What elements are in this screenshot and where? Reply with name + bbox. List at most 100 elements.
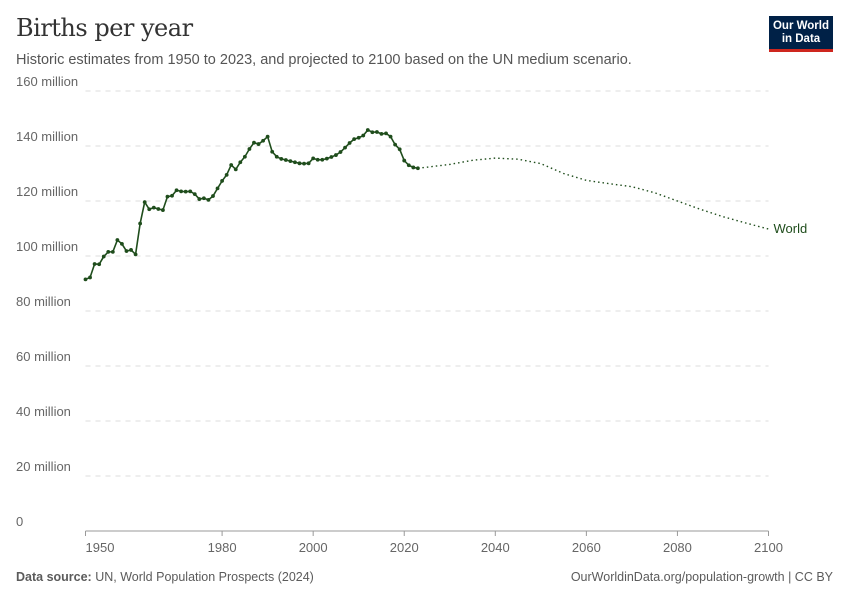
data-point bbox=[247, 147, 252, 151]
data-point bbox=[88, 275, 92, 280]
data-point bbox=[329, 155, 334, 159]
x-tick-label: 1980 bbox=[208, 540, 237, 555]
data-point bbox=[133, 252, 138, 257]
data-point bbox=[197, 197, 202, 201]
series-line-projection bbox=[417, 157, 769, 230]
data-point bbox=[297, 161, 302, 166]
data-point bbox=[151, 205, 156, 210]
y-tick-label: 20 million bbox=[16, 459, 71, 474]
chart-title: Births per year bbox=[16, 14, 193, 42]
data-point bbox=[174, 188, 179, 193]
data-point bbox=[147, 207, 152, 212]
data-point bbox=[97, 262, 102, 267]
data-point bbox=[411, 165, 416, 170]
data-point bbox=[124, 249, 129, 253]
data-point bbox=[334, 153, 338, 157]
data-point bbox=[106, 249, 111, 254]
y-tick-label: 80 million bbox=[16, 294, 71, 309]
data-point bbox=[192, 192, 197, 197]
series-label-world: World bbox=[774, 221, 808, 236]
data-point bbox=[347, 141, 352, 145]
data-point bbox=[129, 248, 133, 252]
data-point bbox=[379, 132, 384, 136]
data-point bbox=[261, 138, 265, 143]
data-point bbox=[402, 158, 407, 163]
data-point bbox=[288, 159, 293, 164]
data-point bbox=[311, 156, 316, 161]
logo-line1: Our World bbox=[772, 20, 829, 32]
data-point bbox=[343, 145, 347, 150]
data-point bbox=[324, 156, 329, 161]
data-point bbox=[302, 161, 306, 166]
data-point bbox=[397, 147, 402, 152]
data-point bbox=[138, 221, 143, 226]
data-point bbox=[215, 186, 220, 191]
data-point bbox=[365, 128, 370, 132]
data-point bbox=[115, 238, 120, 242]
x-tick-label: 2060 bbox=[572, 540, 601, 555]
data-point bbox=[233, 167, 238, 172]
data-point bbox=[83, 277, 88, 282]
x-tick-label: 2080 bbox=[663, 540, 692, 555]
data-point bbox=[356, 135, 361, 140]
x-tick-label: 2020 bbox=[390, 540, 419, 555]
data-point bbox=[242, 154, 247, 159]
data-point bbox=[370, 130, 375, 135]
data-point bbox=[224, 172, 229, 177]
owid-logo[interactable]: Our World in Data bbox=[769, 16, 833, 52]
data-point bbox=[211, 194, 215, 198]
data-point bbox=[142, 200, 147, 205]
series-line-historic bbox=[85, 129, 419, 281]
x-tick-label: 1950 bbox=[86, 540, 115, 555]
data-point bbox=[279, 157, 284, 161]
data-point bbox=[388, 134, 393, 139]
y-tick-label: 160 million bbox=[16, 74, 78, 89]
data-point bbox=[306, 161, 311, 166]
data-point bbox=[320, 157, 325, 162]
x-tick-label: 2100 bbox=[754, 540, 783, 555]
data-source: Data source: UN, World Population Prospe… bbox=[16, 570, 314, 584]
source-label: Data source: bbox=[16, 570, 92, 584]
data-point bbox=[206, 198, 211, 202]
data-point bbox=[352, 137, 357, 142]
data-point bbox=[170, 193, 174, 198]
data-point bbox=[406, 163, 411, 168]
data-point bbox=[161, 208, 165, 212]
data-point bbox=[384, 131, 388, 136]
y-tick-label: 0 bbox=[16, 514, 23, 529]
data-point bbox=[238, 160, 243, 165]
chart-subtitle: Historic estimates from 1950 to 2023, an… bbox=[16, 52, 632, 68]
data-point bbox=[220, 179, 225, 183]
data-point bbox=[183, 189, 188, 194]
data-point bbox=[179, 189, 184, 194]
data-point bbox=[92, 262, 97, 266]
y-tick-label: 60 million bbox=[16, 349, 71, 364]
x-tick-label: 2000 bbox=[299, 540, 328, 555]
data-point bbox=[256, 142, 261, 146]
data-point bbox=[393, 142, 398, 147]
data-point bbox=[274, 154, 279, 159]
data-point bbox=[361, 133, 366, 138]
data-point bbox=[165, 194, 170, 199]
data-point bbox=[120, 242, 124, 246]
y-tick-label: 120 million bbox=[16, 184, 78, 199]
data-point bbox=[293, 160, 297, 165]
data-point bbox=[229, 163, 234, 167]
source-link[interactable]: OurWorldinData.org/population-growth | C… bbox=[570, 570, 833, 584]
y-tick-label: 140 million bbox=[16, 129, 78, 144]
data-point bbox=[201, 196, 206, 201]
y-tick-label: 40 million bbox=[16, 404, 71, 419]
data-point bbox=[338, 150, 343, 154]
data-point bbox=[265, 134, 270, 139]
data-point bbox=[101, 254, 106, 259]
y-tick-label: 100 million bbox=[16, 239, 78, 254]
data-point bbox=[252, 140, 256, 145]
source-text: UN, World Population Prospects (2024) bbox=[95, 570, 314, 584]
data-point bbox=[375, 130, 379, 134]
data-point bbox=[156, 207, 161, 211]
data-point bbox=[283, 158, 288, 162]
x-tick-label: 2040 bbox=[481, 540, 510, 555]
data-point bbox=[270, 149, 275, 154]
